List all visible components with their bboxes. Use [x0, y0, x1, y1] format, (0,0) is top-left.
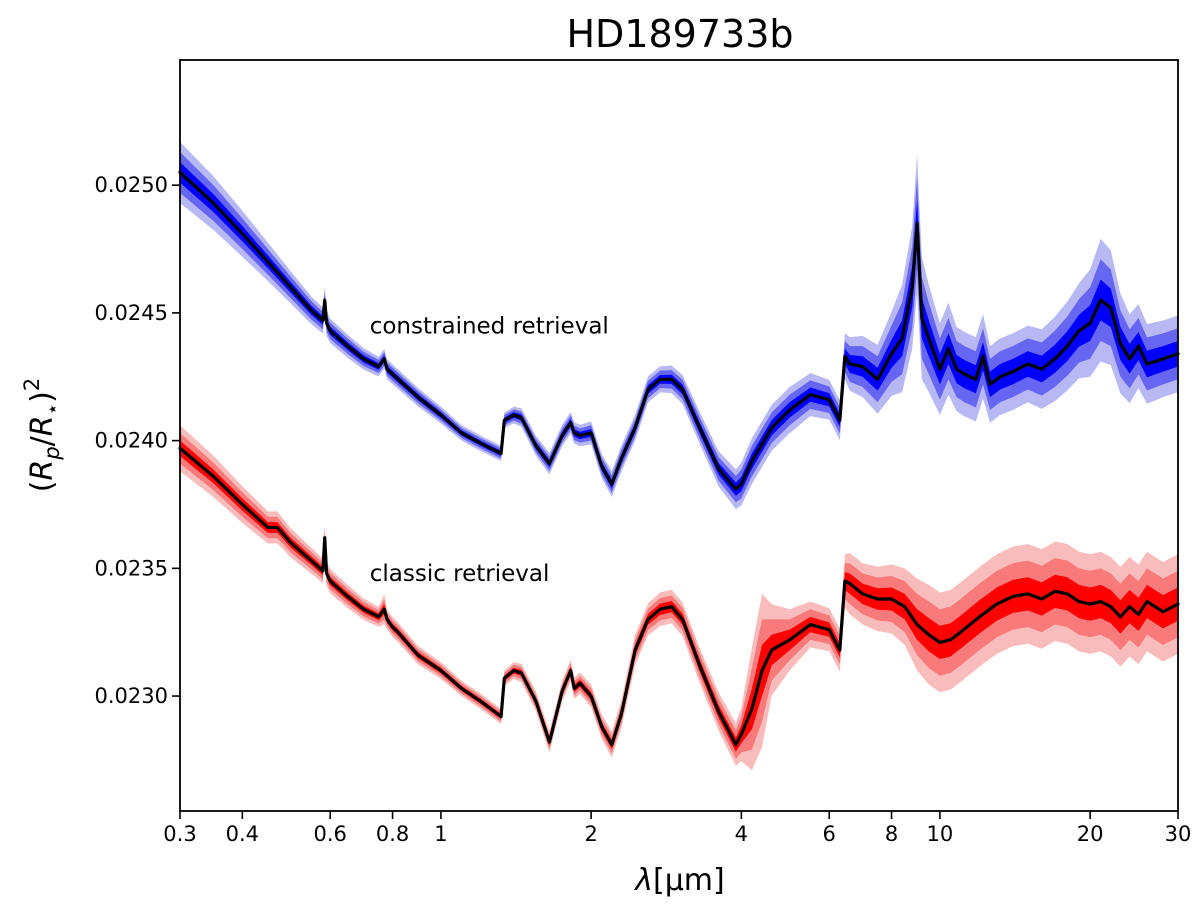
- y-tick-label: 0.0245: [95, 301, 168, 325]
- x-axis-label: λ[μm]: [633, 863, 724, 898]
- x-axis-label-unit: [μm]: [653, 863, 725, 898]
- x-tick-label: 30: [1165, 822, 1192, 846]
- confidence-bands: [180, 141, 1178, 771]
- x-tick-label: 0.8: [376, 822, 409, 846]
- x-tick-label: 2: [584, 822, 597, 846]
- x-tick-label: 0.4: [226, 822, 259, 846]
- y-axis-label: (Rp/R⋆)2: [20, 378, 64, 493]
- median-lines: [178, 170, 1180, 747]
- x-tick-label: 1: [434, 822, 447, 846]
- series-1-band-2sigma: [180, 432, 1178, 759]
- y-tick-label: 0.0235: [95, 556, 168, 580]
- x-tick-label: 0.3: [163, 822, 196, 846]
- series-1-median-line: [178, 446, 1180, 747]
- annotation-constrained-retrieval: constrained retrieval: [370, 313, 609, 339]
- chart-title: HD189733b: [566, 12, 793, 56]
- annotation-classic-retrieval: classic retrieval: [370, 561, 550, 587]
- y-tick-label: 0.0230: [95, 684, 168, 708]
- x-tick-label: 10: [927, 822, 954, 846]
- x-tick-label: 6: [823, 822, 836, 846]
- series-1-band-1sigma: [180, 440, 1178, 752]
- x-axis-label-symbol: λ: [633, 863, 653, 898]
- x-tick-label: 0.6: [314, 822, 347, 846]
- y-axis: 0.0230 0.0235 0.0240 0.0245 0.0250: [95, 173, 180, 708]
- series-0-median-line: [178, 170, 1180, 491]
- y-tick-label: 0.0240: [95, 429, 168, 453]
- plot-frame: [179, 59, 1179, 812]
- x-tick-label: 8: [885, 822, 898, 846]
- series-1-band-3sigma: [180, 425, 1178, 771]
- x-tick-label: 20: [1077, 822, 1104, 846]
- x-axis: 0.3 0.4 0.6 0.8 1 2 4 6 8 10 20 30: [163, 811, 1191, 846]
- x-tick-label: 4: [735, 822, 748, 846]
- y-tick-label: 0.0250: [95, 173, 168, 197]
